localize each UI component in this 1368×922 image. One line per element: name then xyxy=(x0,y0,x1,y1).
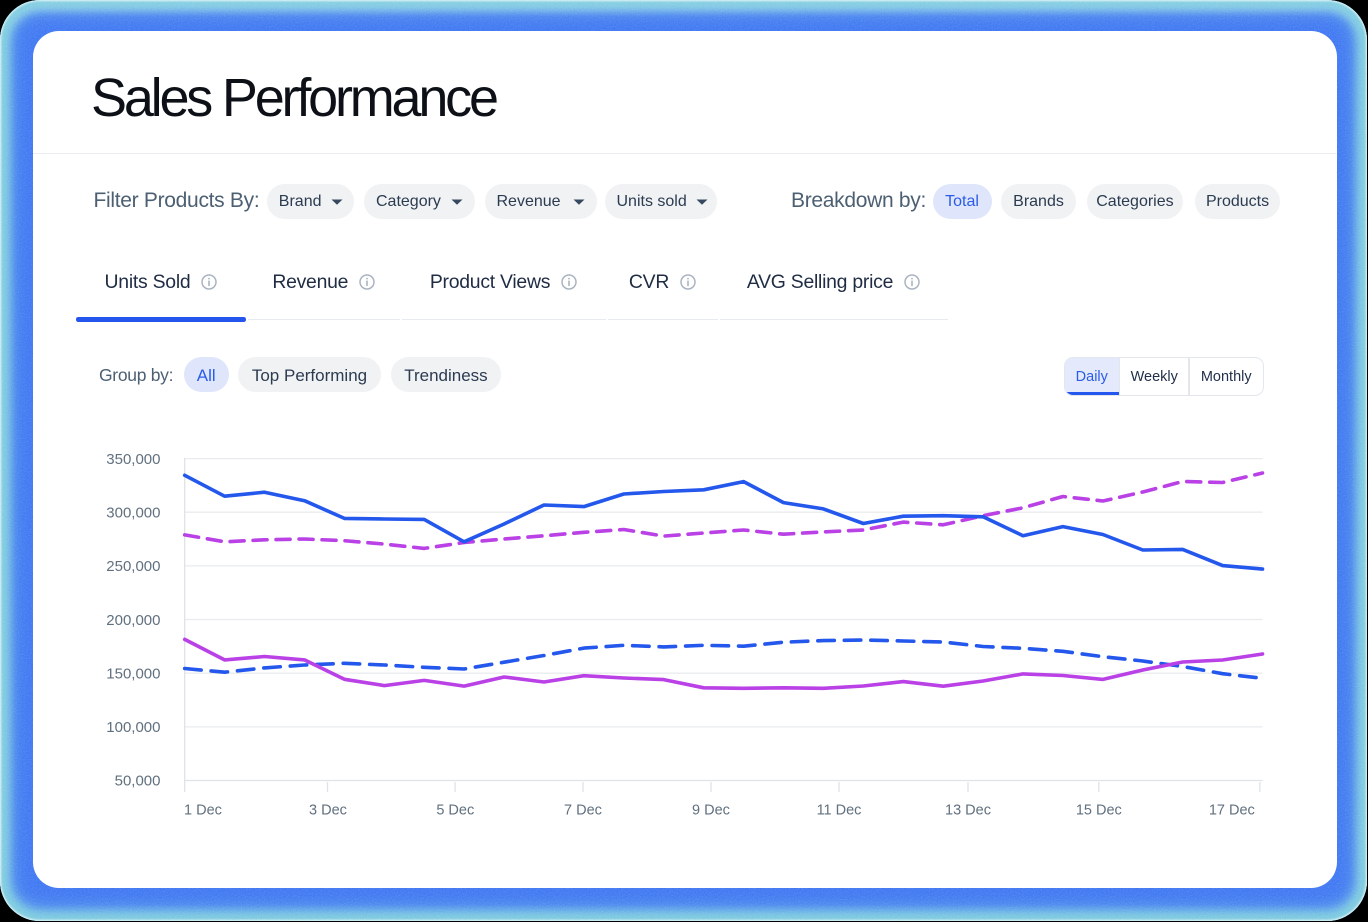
svg-text:100,000: 100,000 xyxy=(106,719,160,736)
svg-text:9 Dec: 9 Dec xyxy=(692,803,730,819)
svg-text:7 Dec: 7 Dec xyxy=(564,803,602,819)
svg-text:17 Dec: 17 Dec xyxy=(1209,803,1255,819)
svg-text:5 Dec: 5 Dec xyxy=(436,803,474,819)
svg-text:250,000: 250,000 xyxy=(106,558,160,575)
svg-text:200,000: 200,000 xyxy=(106,612,160,629)
svg-text:3 Dec: 3 Dec xyxy=(309,803,347,819)
svg-text:1 Dec: 1 Dec xyxy=(184,803,222,819)
svg-text:300,000: 300,000 xyxy=(106,505,160,522)
svg-text:50,000: 50,000 xyxy=(115,773,161,790)
svg-text:11 Dec: 11 Dec xyxy=(817,803,862,819)
svg-text:350,000: 350,000 xyxy=(106,451,160,468)
svg-text:13 Dec: 13 Dec xyxy=(945,803,991,819)
svg-text:150,000: 150,000 xyxy=(106,665,160,682)
svg-text:15 Dec: 15 Dec xyxy=(1076,803,1122,819)
